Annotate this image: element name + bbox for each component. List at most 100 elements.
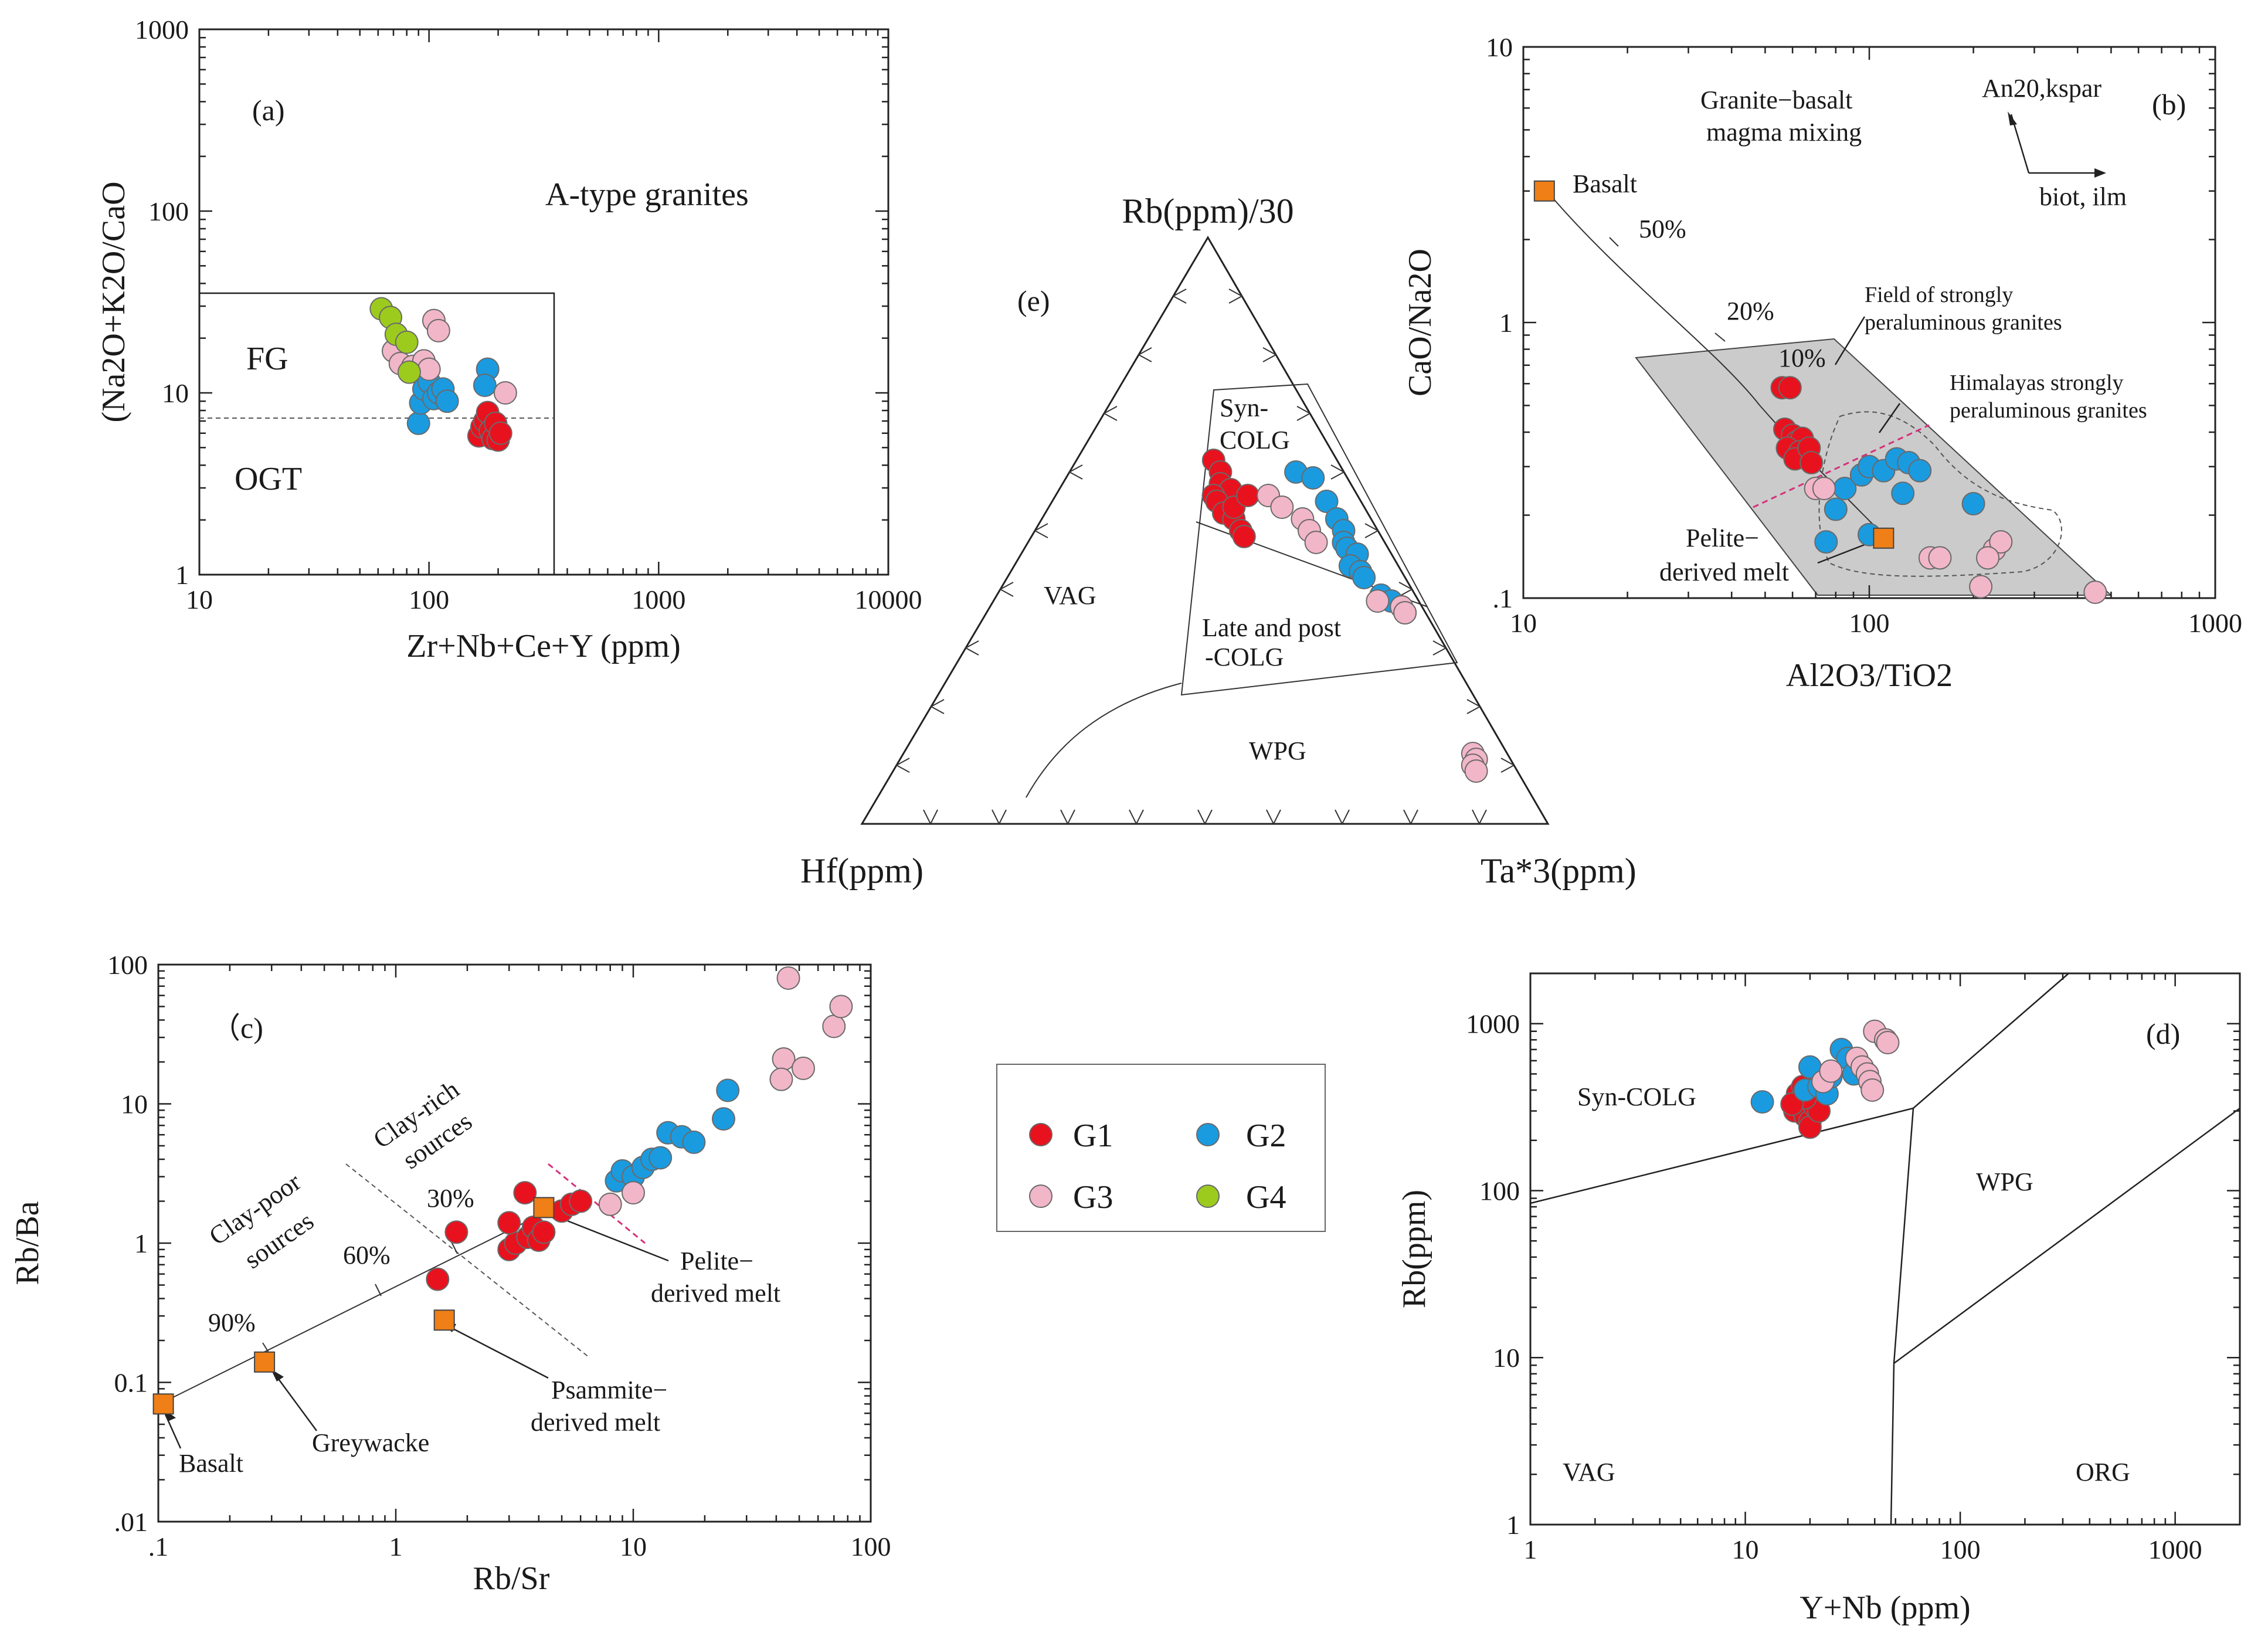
x-tick-label: 10000 xyxy=(855,585,922,615)
y-tick-label: 10 xyxy=(162,378,189,408)
x-tick-label: 100 xyxy=(851,1532,891,1562)
point-g2 xyxy=(1824,497,1848,521)
pct-60-label: 60% xyxy=(343,1241,391,1270)
panel-b-points xyxy=(1533,180,2107,605)
late-post-label: Late and post xyxy=(1202,613,1341,642)
arrow-pelite xyxy=(1817,541,1871,564)
point-g4 xyxy=(395,330,419,354)
colg-label: COLG xyxy=(1220,426,1290,454)
vag-label-e: VAG xyxy=(1044,581,1096,610)
point-g3 xyxy=(1876,1031,1900,1055)
pct-20-label: 20% xyxy=(1727,297,1774,325)
ternary-tick xyxy=(1432,640,1448,656)
vag-wpg-line-d xyxy=(1890,1108,1914,1525)
ternary-tick xyxy=(1137,347,1152,362)
y-tick-label: 10 xyxy=(121,1089,148,1119)
point-g1 xyxy=(513,1181,537,1205)
panel-e: (e) Rb(ppm)/30 Hf(ppm) Ta*3(ppm) Syn- CO… xyxy=(800,192,1637,890)
field-strongly-label-2: peraluminous granites xyxy=(1865,310,2062,335)
magma-mixing-label: magma mixing xyxy=(1706,118,1862,147)
point-g2 xyxy=(1891,481,1915,505)
legend: G1 G2 G3 G4 xyxy=(996,1064,1326,1232)
point-g2 xyxy=(1814,530,1838,554)
granite-basalt-label: Granite−basalt xyxy=(1700,86,1852,114)
point-g3 xyxy=(1270,495,1294,519)
greywacke-label: Greywacke xyxy=(312,1428,429,1457)
ternary-tick xyxy=(1398,582,1414,597)
ternary-tick xyxy=(1068,464,1083,480)
ternary-tick xyxy=(1172,288,1187,304)
pelite-label-c-1: Pelite− xyxy=(680,1247,753,1275)
point-g3 xyxy=(622,1181,645,1205)
tick-90pct xyxy=(262,1342,269,1353)
x-tick-label: 1 xyxy=(1524,1535,1537,1564)
point-g3 xyxy=(769,1067,793,1091)
y-tick-label: 0.1 xyxy=(114,1368,148,1398)
wpg-org-line-d xyxy=(1893,1107,2240,1365)
panel-d-frame xyxy=(1529,972,2241,1526)
panel-d-ylabel: Rb(ppm) xyxy=(1396,1190,1432,1308)
apex-right-label: Ta*3(ppm) xyxy=(1481,851,1637,890)
point-g1 xyxy=(488,421,512,445)
x-tick-label: 10 xyxy=(1732,1535,1759,1564)
panel-d-points xyxy=(1750,1019,1900,1139)
ternary-tick xyxy=(1296,406,1312,421)
point-g2 xyxy=(1961,492,1985,516)
point-g2 xyxy=(649,1146,673,1170)
ternary-tick xyxy=(1403,809,1418,826)
fg-label: FG xyxy=(246,341,288,377)
x-tick-label: 1 xyxy=(389,1532,403,1562)
panel-a-points xyxy=(369,297,517,452)
arrow-pelite-c xyxy=(556,1216,669,1262)
panel-b: 10 100 1000 .1 1 10 (b) Granite−basalt magma … xyxy=(1402,32,2242,694)
ternary-ticks xyxy=(895,288,1516,826)
legend-g2-marker xyxy=(1196,1123,1220,1146)
pct-10-label: 10% xyxy=(1778,344,1826,372)
basalt-label-b: Basalt xyxy=(1573,169,1637,198)
point-g3 xyxy=(426,318,450,342)
tick-30pct xyxy=(451,1241,458,1254)
vag-wpg-boundary xyxy=(1026,683,1182,798)
post-colg-label: -COLG xyxy=(1205,643,1284,671)
panel-b-xlabel: Al2O3/TiO2 xyxy=(1786,657,1953,694)
endmember-pelite-derived-melt xyxy=(1873,527,1894,549)
ternary-tick xyxy=(1197,809,1213,826)
panel-a-ylabel: (Na2O+K2O/CaO xyxy=(96,181,132,422)
wpg-label-d: WPG xyxy=(1976,1167,2033,1196)
y-tick-label: 100 xyxy=(1479,1176,1520,1206)
point-g3 xyxy=(1819,1059,1843,1083)
panel-d-label: (d) xyxy=(2146,1017,2180,1050)
point-g3 xyxy=(1393,601,1417,624)
point-g1 xyxy=(1232,525,1256,548)
tick-60pct xyxy=(375,1284,382,1296)
panel-c-ylabel: Rb/Ba xyxy=(9,1201,46,1285)
x-tick-label: 100 xyxy=(409,585,449,615)
point-g3 xyxy=(1464,759,1488,783)
endmember-basalt xyxy=(152,1393,174,1415)
y-tick-label: 1 xyxy=(1506,1510,1520,1540)
panel-b-ticks: 10 100 1000 .1 1 10 xyxy=(1486,32,2242,638)
point-g3 xyxy=(1304,531,1328,554)
pelite-label-b-1: Pelite− xyxy=(1686,524,1759,552)
legend-g4-marker xyxy=(1196,1184,1220,1208)
point-g2 xyxy=(435,389,459,413)
pct-30-label: 30% xyxy=(427,1184,474,1213)
point-g3 xyxy=(1812,476,1836,500)
arrow-psammite xyxy=(448,1325,549,1379)
arrow-himalaya xyxy=(1878,403,1901,433)
point-g4 xyxy=(397,360,421,384)
panel-a-xlabel: Zr+Nb+Ce+Y (ppm) xyxy=(406,628,680,664)
point-g1 xyxy=(1800,451,1824,475)
ternary-tick xyxy=(1472,809,1487,826)
ternary-tick xyxy=(964,640,979,656)
point-g3 xyxy=(1969,575,1993,599)
point-g3 xyxy=(1860,1078,1885,1102)
point-g3 xyxy=(1976,546,2000,570)
y-tick-label: 1 xyxy=(1499,308,1513,338)
ternary-frame xyxy=(860,236,1550,825)
panel-b-ylabel: CaO/Na2O xyxy=(1402,249,1438,396)
ternary-tick xyxy=(992,809,1007,826)
